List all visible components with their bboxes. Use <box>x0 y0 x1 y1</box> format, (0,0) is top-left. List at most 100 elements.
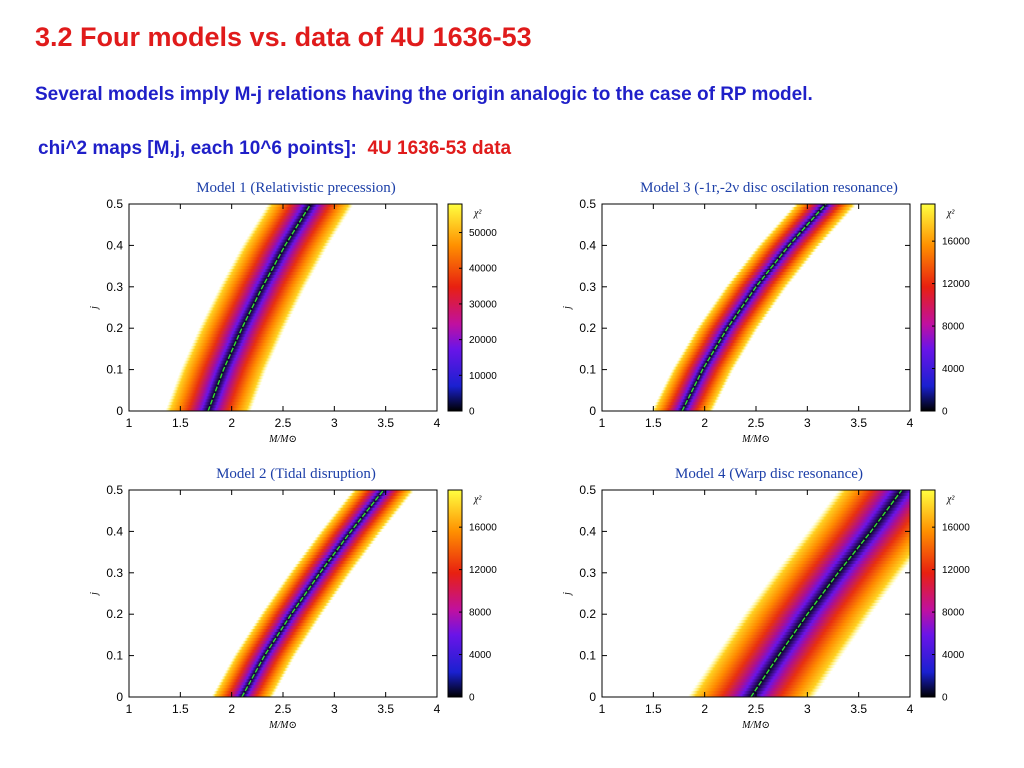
band-strip <box>202 319 289 323</box>
x-tick-label: 2.5 <box>748 416 765 430</box>
band-strip <box>762 587 890 592</box>
y-tick-label: 0 <box>589 404 596 418</box>
band-strip <box>775 569 903 574</box>
band-strip <box>718 649 846 654</box>
band-strip <box>823 507 910 512</box>
best-fit-curve <box>750 490 903 697</box>
band-strip <box>238 646 301 651</box>
colorbar-tick-label: 0 <box>942 407 948 418</box>
band-strip <box>182 363 269 368</box>
x-tick-label: 3 <box>331 416 338 430</box>
band-strip <box>257 617 320 621</box>
y-axis-label: j <box>562 592 573 597</box>
band-strip <box>808 528 910 532</box>
y-tick-label: 0.5 <box>106 197 123 211</box>
y-tick-label: 0.1 <box>106 363 123 377</box>
y-axis-label: j <box>89 592 100 597</box>
band-strip <box>815 519 910 524</box>
x-tick-label: 1 <box>126 416 133 430</box>
band-strip <box>702 673 830 677</box>
x-axis-label: M/M⊙ <box>741 720 770 731</box>
y-axis-label: j <box>89 306 100 311</box>
band-strip <box>234 257 321 261</box>
colorbar <box>447 489 463 698</box>
band-strip <box>834 492 910 497</box>
y-tick-label: 0.2 <box>106 321 123 335</box>
band-strip <box>266 204 353 208</box>
band-strip <box>690 691 818 695</box>
y-tick-label: 0.1 <box>106 649 123 663</box>
x-tick-label: 4 <box>907 416 914 430</box>
band-strip <box>771 575 899 580</box>
band-strip <box>698 679 826 683</box>
x-tick-label: 2 <box>701 416 708 430</box>
band-strip <box>837 490 910 494</box>
y-tick-label: 0.3 <box>579 566 596 580</box>
band-strip <box>296 560 359 565</box>
y-tick-label: 0 <box>116 404 123 418</box>
slide-caption: chi^2 maps [M,j, each 10^6 points]: 4U 1… <box>38 138 511 160</box>
colorbar-tick-label: 4000 <box>942 650 965 661</box>
band-strip <box>259 215 346 220</box>
band-strip <box>821 510 910 515</box>
band-strip <box>794 546 910 550</box>
band-strip <box>248 233 335 238</box>
colorbar <box>920 489 936 698</box>
colorbar-tick-label: 8000 <box>469 608 492 619</box>
colorbar-tick-label: 8000 <box>942 608 965 619</box>
model-2-heatmap: Model 2 (Tidal disruption) 1 1.5 2 2.5 3 3.5 4… <box>89 466 497 731</box>
colorbar-label: χ² <box>946 494 955 505</box>
colorbar-label: χ² <box>946 208 955 219</box>
x-axis-label: M/M⊙ <box>268 720 297 731</box>
band-strip <box>792 549 910 553</box>
colorbar-tick-label: 4000 <box>469 650 492 661</box>
band-strip <box>292 566 355 571</box>
band-strip <box>301 555 363 559</box>
band-strip <box>718 295 780 300</box>
x-tick-label: 3.5 <box>377 416 394 430</box>
colorbar-tick-label: 20000 <box>469 335 497 346</box>
y-tick-label: 0.5 <box>106 483 123 497</box>
band-strip <box>819 513 910 518</box>
y-tick-label: 0.4 <box>579 524 596 538</box>
band-strip <box>785 558 910 562</box>
y-tick-label: 0.4 <box>579 238 596 252</box>
x-tick-label: 3 <box>804 416 811 430</box>
colorbar-tick-label: 8000 <box>942 322 965 333</box>
band-strip <box>709 661 838 666</box>
band-strip <box>731 277 793 282</box>
colorbar-tick-label: 16000 <box>942 237 970 248</box>
band-strip <box>806 531 910 535</box>
x-tick-label: 1 <box>126 702 133 716</box>
slide-subtitle: Several models imply M-j relations havin… <box>35 84 813 105</box>
band-strip <box>344 498 407 503</box>
x-tick-label: 1.5 <box>172 416 189 430</box>
band-strip <box>231 658 293 663</box>
x-axis-label: M/M⊙ <box>741 434 770 445</box>
plot-title: Model 3 (-1r,-2ν disc oscilation resonan… <box>640 180 898 196</box>
x-tick-label: 3.5 <box>850 416 867 430</box>
caption-data-source: 4U 1636-53 data <box>367 138 512 159</box>
y-tick-label: 0.4 <box>106 524 123 538</box>
band-strip <box>756 245 819 249</box>
model-3-heatmap: Model 3 (-1r,-2ν disc oscilation resonan… <box>562 180 970 445</box>
y-tick-label: 0.2 <box>579 321 596 335</box>
band-strip <box>231 263 318 267</box>
band-strip <box>793 204 856 208</box>
band-strip <box>713 301 776 306</box>
band-strip <box>242 640 304 645</box>
x-tick-label: 2.5 <box>275 702 292 716</box>
x-tick-label: 3.5 <box>377 702 394 716</box>
band-strip <box>252 227 339 232</box>
band-strip <box>726 283 788 288</box>
band-strip <box>826 504 910 509</box>
y-tick-label: 0.2 <box>106 607 123 621</box>
x-axis-label: M/M⊙ <box>268 434 297 445</box>
band-strip <box>228 269 315 273</box>
x-tick-label: 3.5 <box>850 702 867 716</box>
band-strip <box>706 667 834 671</box>
band-strip <box>199 325 286 329</box>
band-strip <box>810 525 910 530</box>
band-strip <box>249 628 312 633</box>
band-strip <box>801 537 910 541</box>
